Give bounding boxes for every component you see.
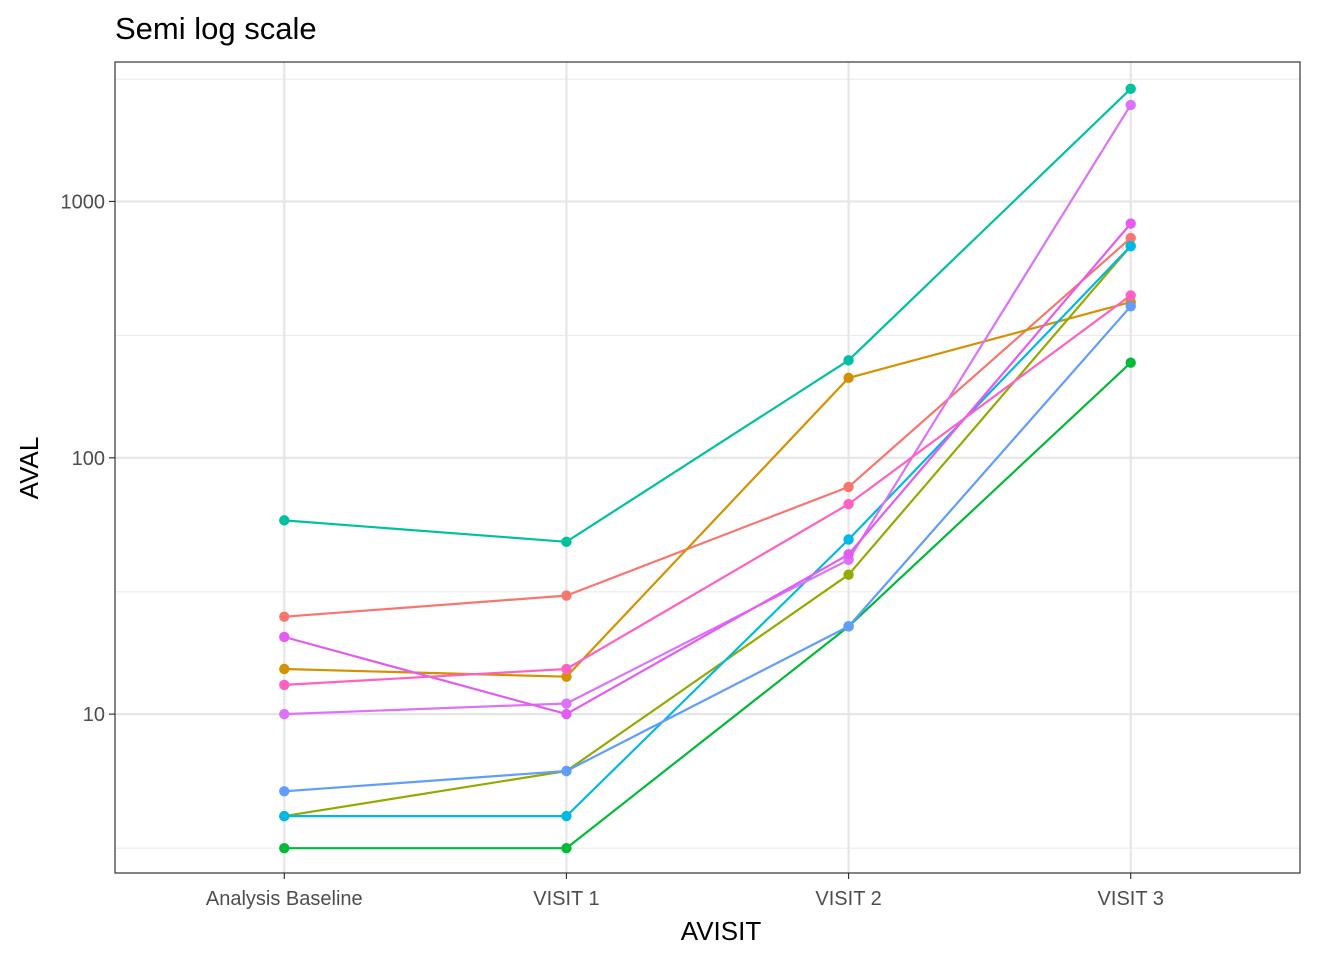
series-line-6 <box>284 245 1132 818</box>
y-axis: 10 100 1000 <box>61 191 115 726</box>
series-1-point <box>843 481 854 493</box>
x-tick-label: VISIT 3 <box>1098 888 1164 910</box>
series-6-point <box>843 534 854 545</box>
series-10-point <box>1125 290 1136 301</box>
series-6-point <box>1125 240 1136 252</box>
y-tick-label: 1000 <box>61 191 106 213</box>
series-7-point <box>561 765 572 777</box>
series-1-point <box>1125 232 1136 244</box>
chart-title: Semi log scale <box>115 11 317 46</box>
series-5-point <box>843 355 854 366</box>
series-9-point <box>279 631 290 643</box>
x-axis: Analysis Baseline VISIT 1 VISIT 2 VISIT 3 <box>206 873 1164 910</box>
series-line-10 <box>284 294 1132 686</box>
x-axis-title: AVISIT <box>681 916 762 946</box>
series-line-2 <box>284 301 1131 678</box>
series-line-5 <box>284 88 1132 543</box>
series-10-point <box>561 663 572 675</box>
series-2-point <box>843 372 854 384</box>
plot-panel <box>115 62 1300 873</box>
series-9-point <box>1125 218 1136 229</box>
series-5-point <box>561 536 572 548</box>
series-10-point <box>843 498 854 510</box>
series-1-point <box>561 590 572 601</box>
points-layer <box>279 83 1136 854</box>
series-10-point <box>279 679 290 691</box>
series-8-point <box>561 698 572 709</box>
series-line-8 <box>284 104 1132 716</box>
series-8-point <box>279 708 290 720</box>
series-7-point <box>279 786 290 797</box>
series-6-point <box>561 810 572 822</box>
y-tick-label: 100 <box>72 448 105 470</box>
series-2-point <box>561 671 572 682</box>
series-2-point <box>279 663 290 675</box>
series-line-3 <box>284 245 1132 818</box>
series-line-7 <box>284 305 1132 793</box>
series-7-point <box>843 621 854 632</box>
lines-layer <box>284 88 1132 850</box>
series-5-point <box>1125 83 1136 95</box>
y-tick-label: 10 <box>83 704 105 726</box>
x-tick-label: Analysis Baseline <box>206 888 363 910</box>
plot-border <box>114 61 1301 874</box>
series-6-point <box>279 810 290 822</box>
series-4-point <box>279 842 290 854</box>
series-3-point <box>843 569 854 580</box>
series-line-9 <box>284 222 1132 716</box>
series-4-point <box>1125 357 1136 368</box>
series-1-point <box>279 611 290 622</box>
x-tick-label: VISIT 2 <box>815 888 881 910</box>
series-8-point <box>1125 99 1136 111</box>
series-7-point <box>1125 301 1136 312</box>
series-line-4 <box>284 361 1132 850</box>
x-tick-label: VISIT 1 <box>533 888 599 910</box>
series-9-point <box>843 549 854 560</box>
y-axis-title: AVAL <box>14 437 44 500</box>
series-5-point <box>279 515 290 526</box>
series-9-point <box>561 708 572 720</box>
series-line-1 <box>284 237 1132 618</box>
series-4-point <box>561 842 572 854</box>
